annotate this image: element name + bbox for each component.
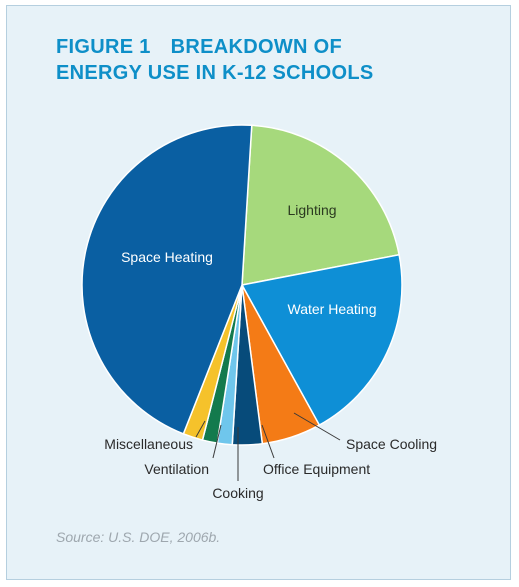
leader-miscellaneous — [195, 420, 206, 438]
label-cooking: Cooking — [212, 485, 263, 501]
leader-office-equipment — [261, 424, 275, 459]
label-miscellaneous: Miscellaneous — [104, 436, 193, 452]
title-line-2: ENERGY USE IN K-12 SCHOOLS — [56, 62, 374, 84]
leader-ventilation — [212, 424, 222, 459]
label-ventilation: Ventilation — [144, 461, 209, 477]
figure-label: FIGURE 1 — [56, 36, 151, 58]
label-space-cooling: Space Cooling — [346, 436, 437, 452]
slice-space-heating — [81, 124, 253, 435]
slice-lighting — [241, 124, 400, 286]
slice-water-heating — [240, 253, 403, 427]
leader-space-cooling — [293, 412, 341, 441]
figure-title: FIGURE 1 BREAKDOWN OF ENERGY USE IN K-12 … — [56, 34, 374, 86]
label-space-heating: Space Heating — [121, 249, 213, 265]
label-water-heating: Water Heating — [288, 301, 377, 317]
title-line-1: BREAKDOWN OF — [170, 36, 343, 58]
label-lighting: Lighting — [287, 202, 336, 218]
label-office-equipment: Office Equipment — [263, 461, 370, 477]
source-note: Source: U.S. DOE, 2006b. — [56, 529, 221, 545]
